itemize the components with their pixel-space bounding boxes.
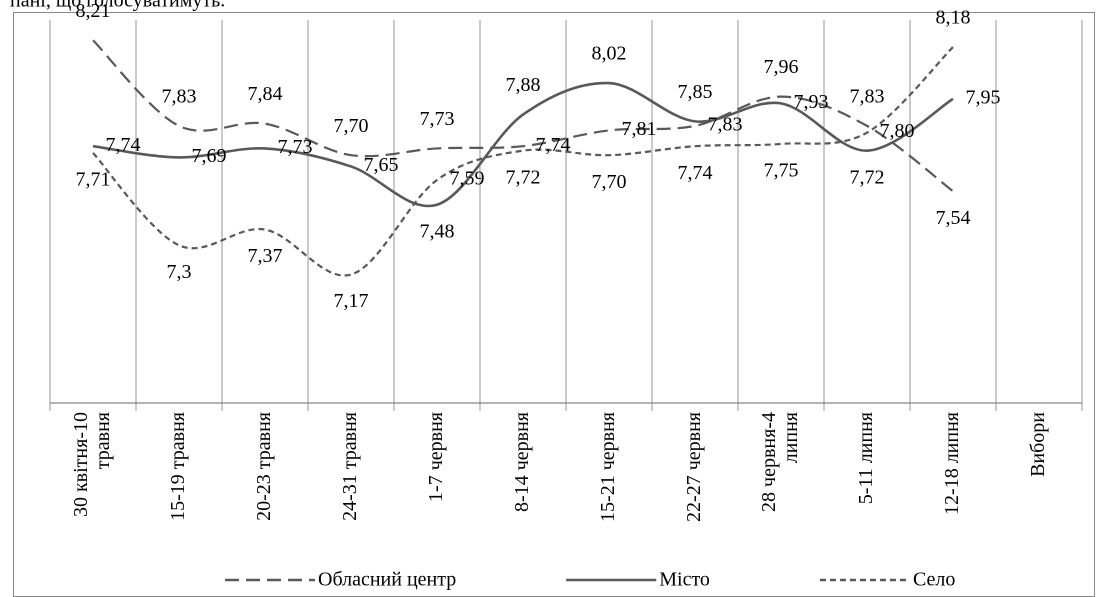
data-label: 7,93 <box>794 91 829 113</box>
data-label: 7,73 <box>278 136 313 158</box>
x-tick-label: 15-19 травня <box>167 412 189 521</box>
x-tick-label: 24-31 травня <box>339 412 361 521</box>
x-tick-label: 15-21 червня <box>597 412 619 522</box>
data-label: 7,54 <box>936 207 971 229</box>
data-label: 7,17 <box>334 290 369 312</box>
data-label: 7,84 <box>248 83 283 105</box>
data-label: 7,80 <box>880 120 915 142</box>
data-label: 8,02 <box>592 43 627 65</box>
x-tick-label: 30 квітня-10травня <box>70 412 114 517</box>
data-label: 7,71 <box>76 169 111 191</box>
data-label: 8,18 <box>936 7 971 29</box>
data-label: 7,95 <box>966 86 1001 108</box>
x-tick-label: 1-7 червня <box>425 412 447 502</box>
data-label: 7,74 <box>678 162 713 184</box>
data-label: 7,48 <box>420 220 455 242</box>
x-tick-label: 22-27 червня <box>683 412 705 522</box>
data-label: 7,75 <box>764 160 799 182</box>
legend-label: Місто <box>659 569 710 591</box>
data-label: 7,69 <box>192 145 227 167</box>
data-label: 7,74 <box>106 134 141 156</box>
x-tick-label: 8-14 червня <box>511 412 533 512</box>
data-label: 7,70 <box>334 115 369 137</box>
data-label: 7,81 <box>622 118 657 140</box>
x-tick-label: 28 червня-4липня <box>758 412 802 512</box>
data-label: 7,72 <box>850 166 885 188</box>
data-label: 7,72 <box>506 166 541 188</box>
data-label: 8,21 <box>76 0 111 22</box>
line-series <box>92 39 954 193</box>
data-label: 7,83 <box>708 113 743 135</box>
data-label: 7,3 <box>167 261 192 283</box>
x-tick-label: 12-18 липня <box>941 412 963 515</box>
data-label: 7,37 <box>248 245 283 267</box>
legend-label: Село <box>913 569 955 591</box>
data-label: 7,74 <box>536 134 571 156</box>
x-tick-label: Вибори <box>1027 412 1049 477</box>
data-label: 7,85 <box>678 81 713 103</box>
caption: пані, що голосуватимуть. <box>10 0 225 12</box>
data-label: 7,65 <box>364 154 399 176</box>
data-label: 7,70 <box>592 171 627 193</box>
data-label: 7,83 <box>850 85 885 107</box>
x-tick-label: 20-23 травня <box>253 412 275 521</box>
data-label: 7,96 <box>764 56 799 78</box>
x-tick-label: 5-11 липня <box>855 412 877 504</box>
data-label: 7,73 <box>420 108 455 130</box>
legend-label: Обласний центр <box>318 569 456 591</box>
data-label: 7,59 <box>450 168 485 190</box>
data-label: 7,88 <box>506 74 541 96</box>
line-series <box>92 81 954 208</box>
data-label: 7,83 <box>162 85 197 107</box>
